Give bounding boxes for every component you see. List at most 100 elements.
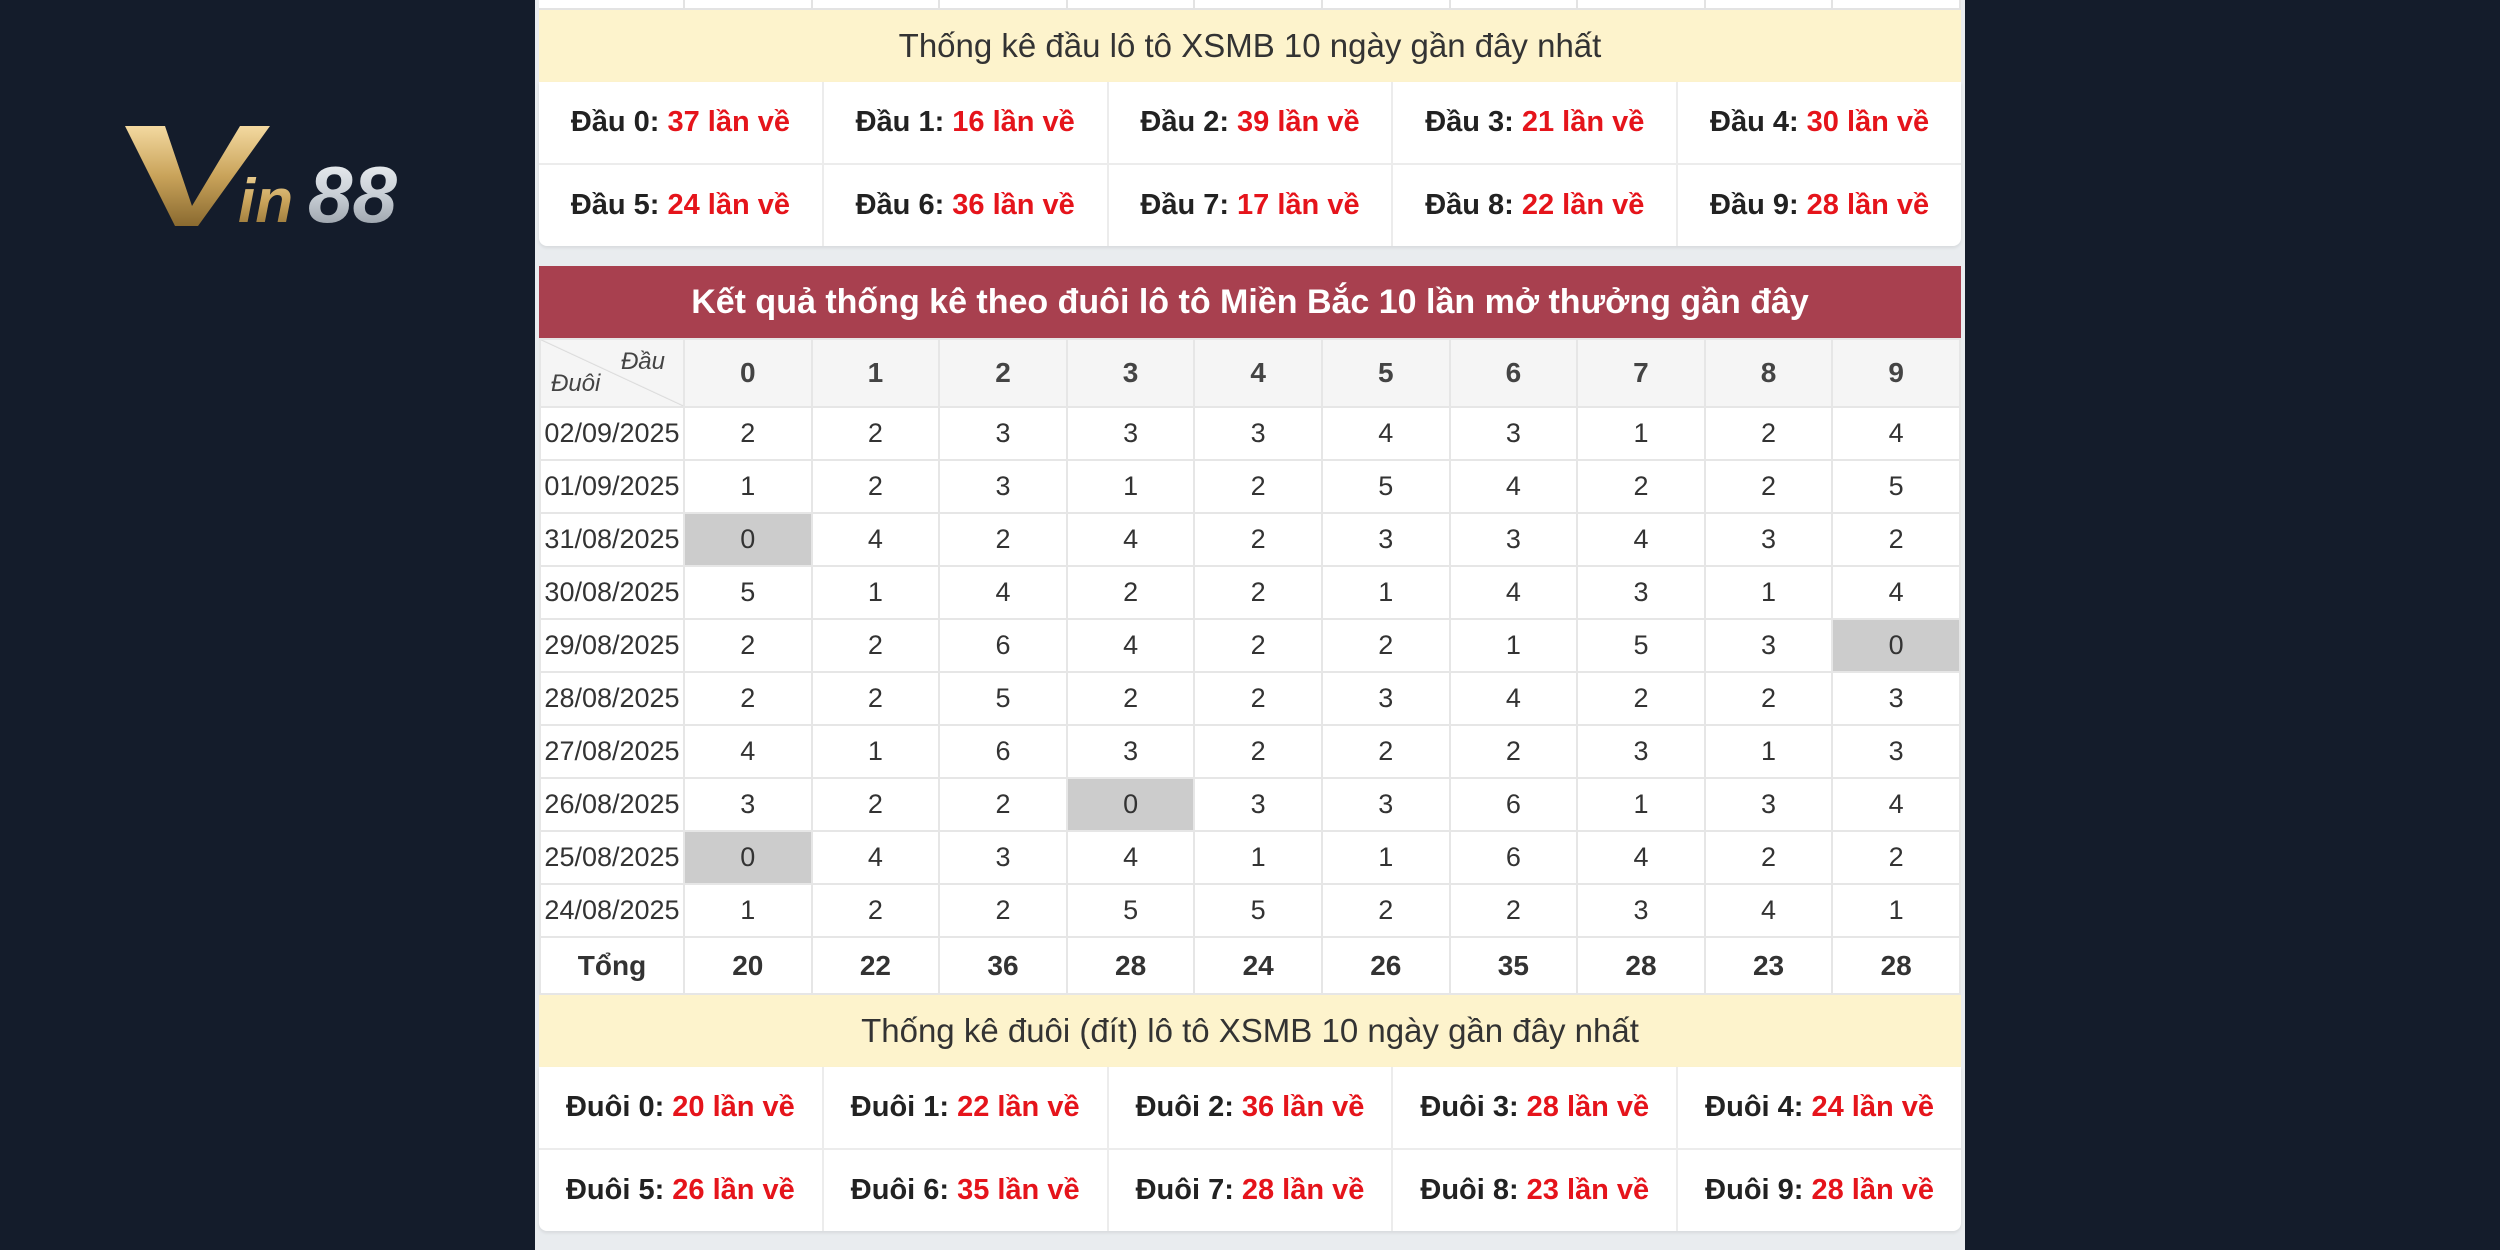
dau-stat-label: Đầu 2: [1140, 106, 1230, 138]
count-cell: 5 [1193, 883, 1323, 938]
count-cell: 3 [1831, 671, 1961, 726]
duoi-stat-label: Đuôi 5: [565, 1174, 665, 1206]
count-cell: 2 [810, 671, 941, 726]
count-cell: 3 [1065, 406, 1196, 461]
count-cell: 2 [1703, 830, 1834, 885]
corner-cell: Đầu Đuôi [539, 338, 685, 408]
column-header: 7 [1576, 338, 1706, 408]
count-cell: 3 [1448, 406, 1579, 461]
duoi-stats: Đuôi 0: 20 lần về Đuôi 1: 22 lần về Đuôi 2: 3… [539, 1067, 1961, 1231]
count-cell: 3 [1831, 724, 1961, 779]
duoi-stat-label: Đuôi 7: [1135, 1174, 1234, 1206]
duoi-table-title: Kết quả thống kê theo đuôi lô tô Miền Bắ… [539, 266, 1961, 338]
count-cell: 1 [683, 459, 813, 514]
count-cell: 3 [1320, 671, 1451, 726]
count-cell: 4 [1448, 459, 1579, 514]
count-cell: 6 [938, 618, 1068, 673]
dau-stat-value: 37 lần về [667, 106, 790, 138]
count-cell: 1 [1576, 406, 1706, 461]
count-cell: 1 [1703, 565, 1834, 620]
count-cell: 2 [1320, 618, 1451, 673]
dau-stat-cell: Đầu 9: 28 lần về [1678, 165, 1961, 246]
count-cell: 1 [1320, 565, 1451, 620]
count-cell: 2 [1193, 724, 1323, 779]
column-header: 0 [683, 338, 813, 408]
count-cell: 2 [1065, 671, 1196, 726]
table-row: 26/08/2025 3 2 2 0 3 3 6 1 3 4 [539, 777, 1961, 832]
duoi-stat-cell: Đuôi 2: 36 lần về [1109, 1067, 1394, 1148]
count-cell: 1 [683, 883, 813, 938]
column-header: 3 [1065, 338, 1196, 408]
table-row: 02/09/2025 2 2 3 3 3 4 3 1 2 4 [539, 406, 1961, 461]
count-cell: 4 [1831, 777, 1961, 832]
zero-cell: 0 [683, 512, 813, 567]
count-cell: 3 [1576, 565, 1706, 620]
duoi-stat-label: Đuôi 9: [1705, 1174, 1804, 1206]
duoi-stat-cell: Đuôi 0: 20 lần về [539, 1067, 824, 1148]
count-cell: 3 [1320, 512, 1451, 567]
duoi-stat-value: 23 lần về [1526, 1174, 1650, 1206]
count-cell: 1 [1320, 830, 1451, 885]
count-cell: 2 [810, 459, 941, 514]
row-date: 01/09/2025 [539, 459, 685, 514]
table-row: 29/08/2025 2 2 6 4 2 2 1 5 3 0 [539, 618, 1961, 673]
row-date: 25/08/2025 [539, 830, 685, 885]
count-cell: 1 [810, 724, 941, 779]
total-cell: 28 [1831, 936, 1961, 995]
count-cell: 3 [1065, 724, 1196, 779]
row-date: 28/08/2025 [539, 671, 685, 726]
dau-stat-value: 28 lần về [1806, 189, 1930, 221]
count-cell: 4 [683, 724, 813, 779]
row-date: 30/08/2025 [539, 565, 685, 620]
count-cell: 6 [938, 724, 1068, 779]
duoi-stat-value: 36 lần về [1241, 1091, 1365, 1123]
count-cell: 3 [1703, 618, 1834, 673]
dau-stat-label: Đầu 8: [1425, 189, 1514, 221]
count-cell: 3 [1448, 512, 1579, 567]
table-row: 27/08/2025 4 1 6 3 2 2 2 3 1 3 [539, 724, 1961, 779]
count-cell: 2 [1703, 671, 1834, 726]
count-cell: 3 [1193, 406, 1323, 461]
dau-stat-cell: Đầu 8: 22 lần về [1393, 165, 1679, 246]
count-cell: 4 [810, 512, 941, 567]
count-cell: 1 [1831, 883, 1961, 938]
count-cell: 4 [938, 565, 1068, 620]
count-cell: 3 [1193, 777, 1323, 832]
total-cell: 28 [1065, 936, 1196, 995]
table-row: 30/08/2025 5 1 4 2 2 1 4 3 1 4 [539, 565, 1961, 620]
table-row: 24/08/2025 1 2 2 5 5 2 2 3 4 1 [539, 883, 1961, 938]
count-cell: 4 [1320, 406, 1451, 461]
duoi-stat-cell: Đuôi 7: 28 lần về [1109, 1150, 1394, 1231]
count-cell: 2 [683, 671, 813, 726]
column-header: 8 [1703, 338, 1834, 408]
dau-stat-value: 39 lần về [1237, 106, 1360, 138]
count-cell: 2 [1193, 618, 1323, 673]
zero-cell: 0 [1065, 777, 1196, 832]
previous-table-edge [539, 0, 1961, 10]
duoi-stat-value: 22 lần về [957, 1091, 1080, 1123]
svg-text:88: 88 [308, 150, 397, 238]
duoi-stat-cell: Đuôi 8: 23 lần về [1393, 1150, 1679, 1231]
vin88-logo: in 88 [125, 126, 397, 238]
count-cell: 2 [1576, 459, 1706, 514]
count-cell: 2 [810, 618, 941, 673]
dau-stat-cell: Đầu 0: 37 lần về [539, 82, 824, 163]
column-header: 1 [810, 338, 941, 408]
duoi-stat-value: 35 lần về [957, 1174, 1080, 1206]
count-cell: 2 [938, 883, 1068, 938]
count-cell: 2 [1703, 406, 1834, 461]
duoi-stat-value: 28 lần về [1811, 1174, 1934, 1206]
count-cell: 4 [1576, 830, 1706, 885]
count-cell: 2 [1576, 671, 1706, 726]
dau-stats-row: Đầu 5: 24 lần về Đầu 6: 36 lần về Đầu 7: 17 l… [539, 163, 1961, 246]
count-cell: 2 [1193, 565, 1323, 620]
table-row: 31/08/2025 0 4 2 4 2 3 3 4 3 2 [539, 512, 1961, 567]
count-cell: 2 [1320, 724, 1451, 779]
duoi-stat-label: Đuôi 6: [850, 1174, 950, 1206]
table-row: 01/09/2025 1 2 3 1 2 5 4 2 2 5 [539, 459, 1961, 514]
column-header: 6 [1448, 338, 1579, 408]
count-cell: 2 [1831, 512, 1961, 567]
count-cell: 3 [938, 459, 1068, 514]
column-header: 2 [938, 338, 1068, 408]
